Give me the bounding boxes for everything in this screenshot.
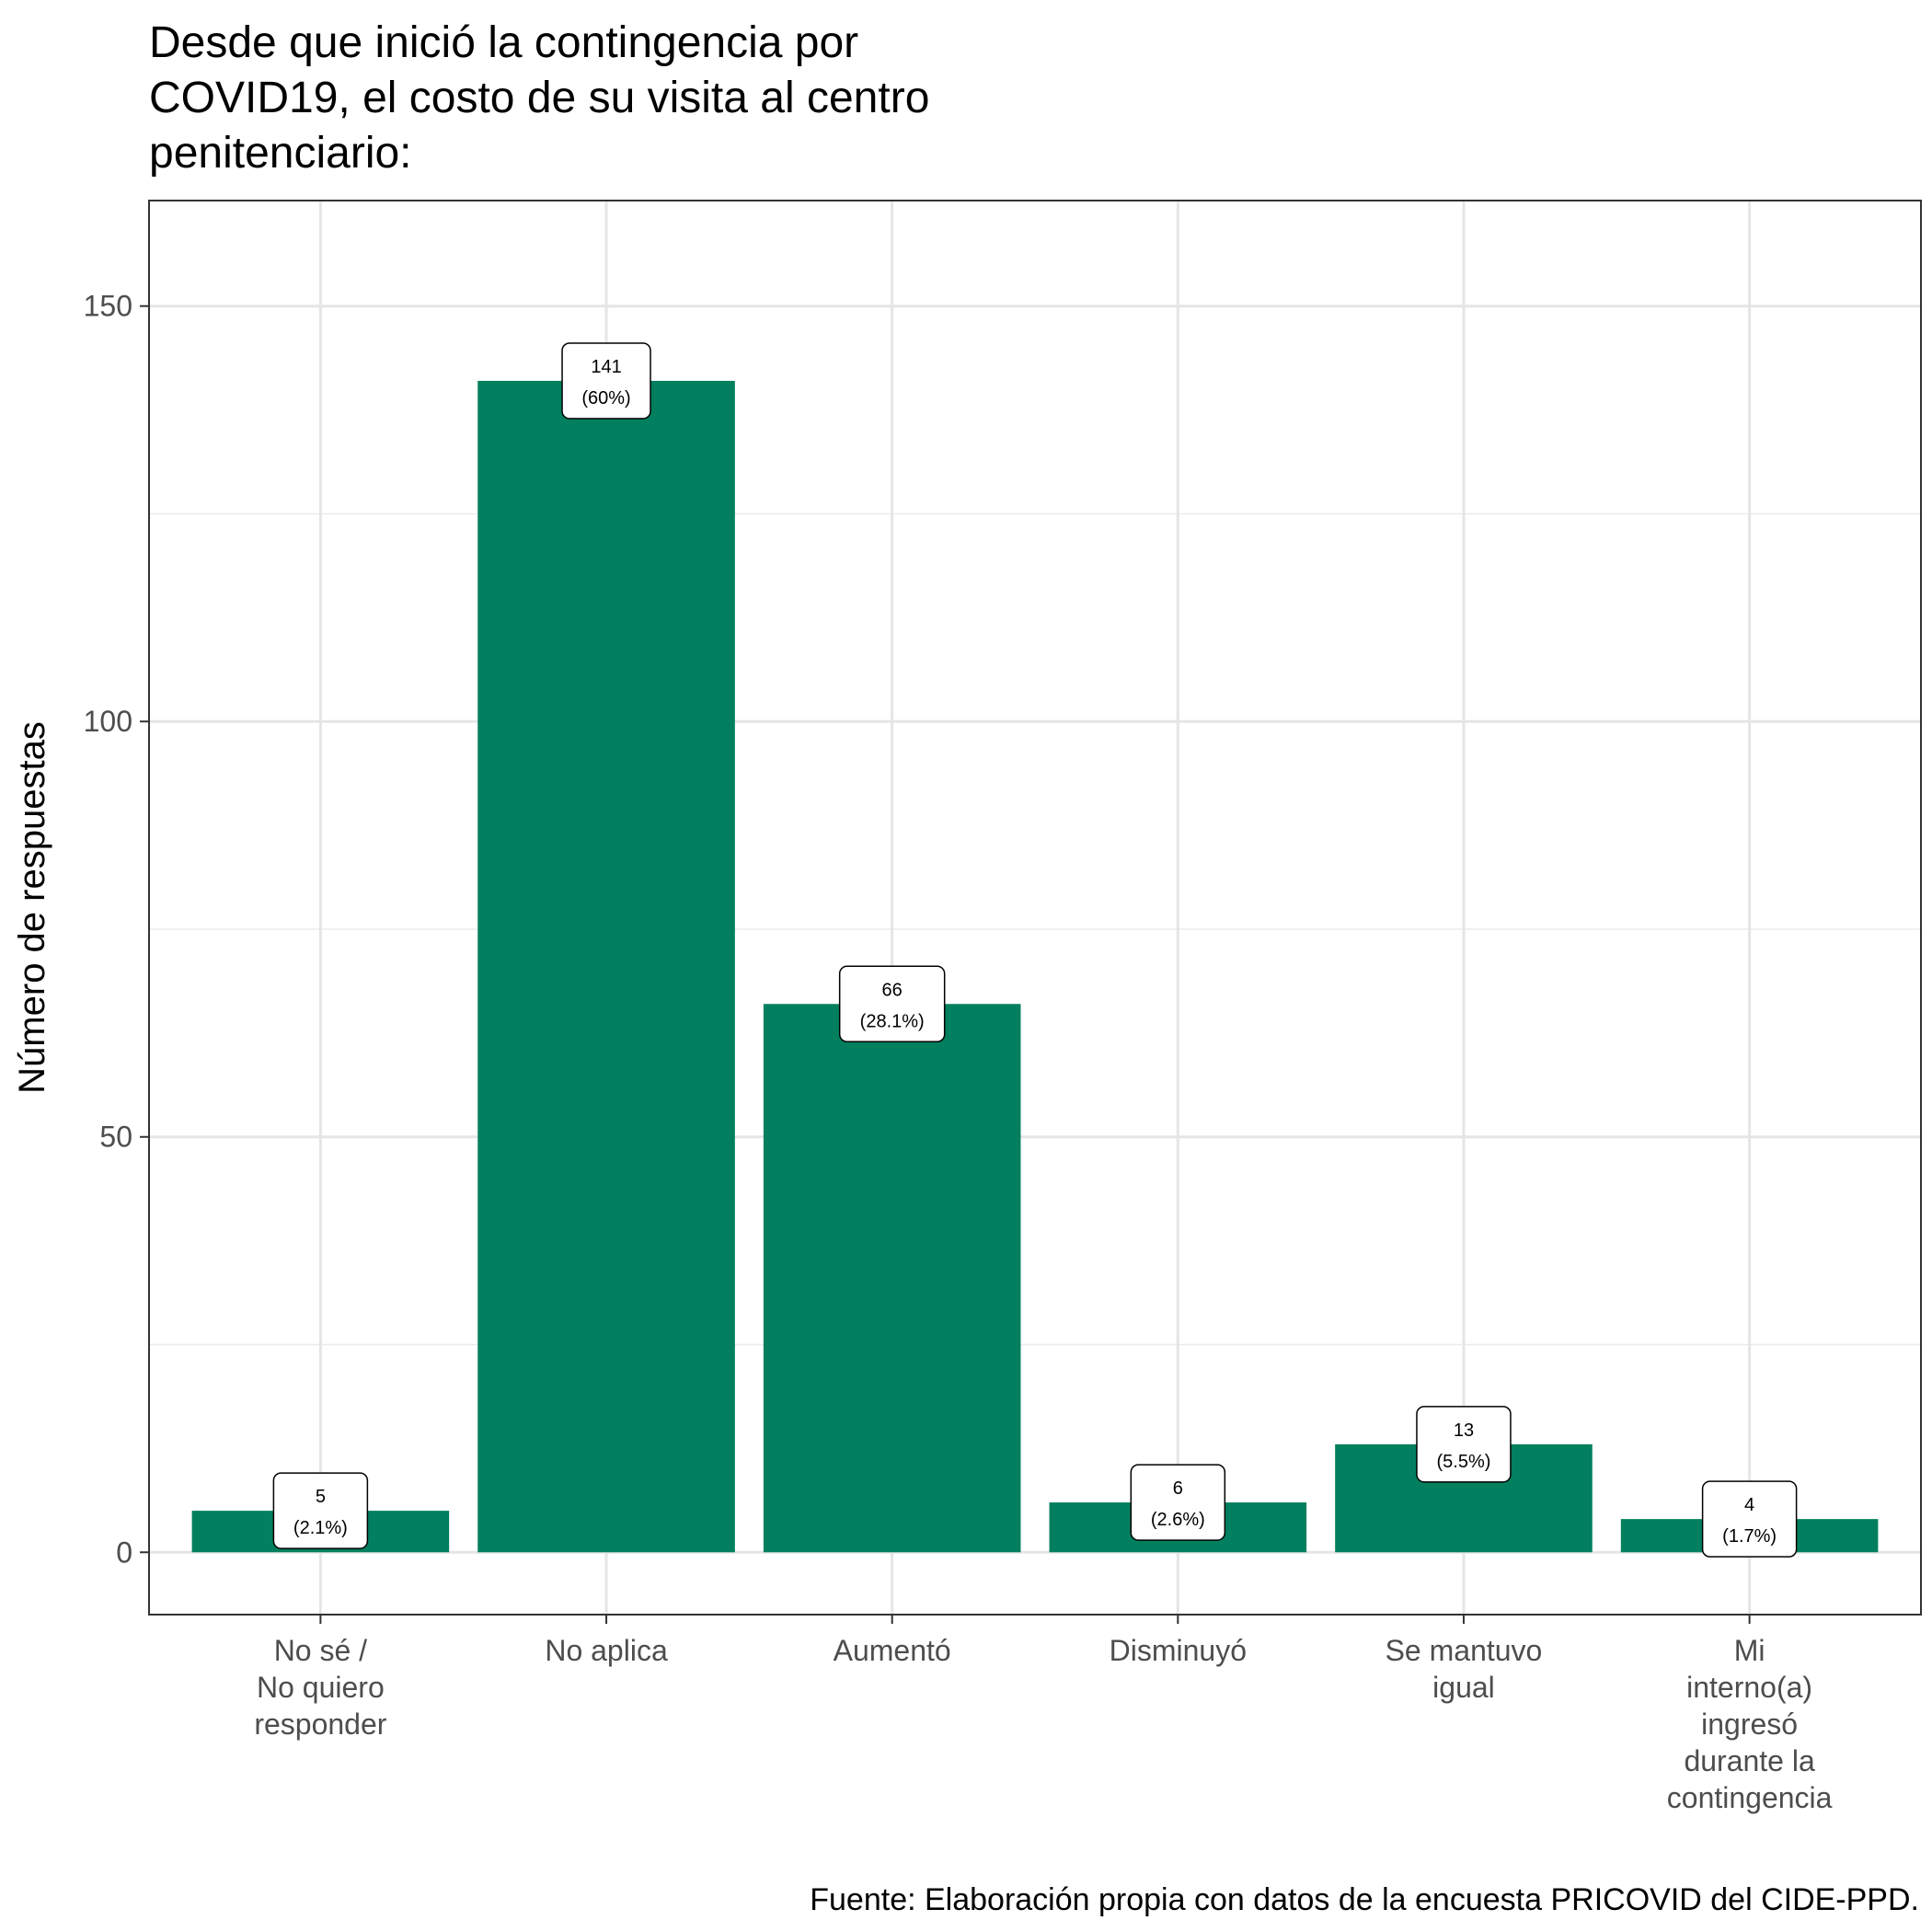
data-label-box — [1416, 1406, 1512, 1483]
x-tick-label: contingencia — [1667, 1781, 1833, 1814]
data-label-percent: (1.7%) — [1722, 1526, 1777, 1547]
y-axis: 0 50 100 150 — [84, 290, 149, 1569]
caption: Fuente: Elaboración propia con datos de … — [810, 1882, 1919, 1917]
data-label-count: 141 — [591, 357, 621, 377]
data-label-count: 13 — [1454, 1420, 1474, 1441]
x-tick-label: responder — [254, 1708, 386, 1741]
bars — [191, 380, 1879, 1553]
title-line: COVID19, el costo de su visita al centro — [149, 74, 929, 122]
data-label: 4 (1.7%) — [1701, 1480, 1798, 1558]
data-label-count: 66 — [882, 980, 903, 1000]
data-label-box — [1701, 1480, 1798, 1558]
data-label-percent: (5.5%) — [1437, 1452, 1491, 1472]
x-tick-label: ingresó — [1701, 1708, 1798, 1741]
data-label-box — [1130, 1464, 1226, 1541]
bar — [477, 380, 735, 1553]
x-tick-label: Se mantuvo — [1386, 1634, 1543, 1667]
data-label: 5 (2.1%) — [272, 1472, 369, 1549]
grid-lines — [149, 201, 1921, 1615]
data-label-count: 4 — [1744, 1495, 1754, 1515]
x-tick-label: Aumentó — [834, 1634, 951, 1667]
title-line: penitenciario: — [149, 129, 412, 178]
title-line: Desde que inició la contingencia por — [149, 18, 858, 67]
data-labels: 5 (2.1%) 141 (60%) 66 (28.1%) 6 (2.6%) 13 (5.5%) 4… — [272, 342, 1798, 1558]
chart-title: Desde que inició la contingencia por COVI… — [149, 18, 929, 178]
data-label: 13 (5.5%) — [1416, 1406, 1512, 1483]
x-tick-label: Disminuyó — [1110, 1634, 1247, 1667]
data-label-percent: (2.6%) — [1151, 1510, 1205, 1530]
y-axis-label: Número de respuestas — [12, 721, 52, 1094]
data-label-count: 6 — [1173, 1478, 1183, 1499]
data-label-box — [272, 1472, 369, 1549]
bar — [763, 1004, 1021, 1553]
x-tick-label: igual — [1432, 1671, 1495, 1704]
data-label: 6 (2.6%) — [1130, 1464, 1226, 1541]
y-tick-label: 100 — [84, 705, 132, 738]
data-label: 141 (60%) — [561, 342, 651, 420]
data-label-box — [838, 965, 946, 1043]
data-label-percent: (2.1%) — [293, 1518, 348, 1538]
data-label-count: 5 — [316, 1487, 326, 1507]
x-tick-label: Mi — [1734, 1634, 1765, 1667]
x-tick-label: interno(a) — [1686, 1671, 1812, 1704]
y-tick-label: 150 — [84, 290, 132, 323]
y-tick-label: 0 — [116, 1535, 132, 1569]
y-tick-label: 50 — [99, 1121, 132, 1154]
data-label-box — [561, 342, 651, 420]
x-tick-label: durante la — [1684, 1744, 1815, 1777]
x-tick-label: No quiero — [257, 1671, 385, 1704]
data-label-percent: (28.1%) — [860, 1011, 925, 1031]
x-axis: No sé / No quiero responder No aplica Aument… — [254, 1615, 1833, 1814]
x-tick-label: No aplica — [545, 1634, 668, 1667]
x-tick-label: No sé / — [274, 1634, 367, 1667]
data-label: 66 (28.1%) — [838, 965, 946, 1043]
data-label-percent: (60%) — [581, 388, 630, 408]
plot-panel-border — [148, 200, 1922, 1616]
